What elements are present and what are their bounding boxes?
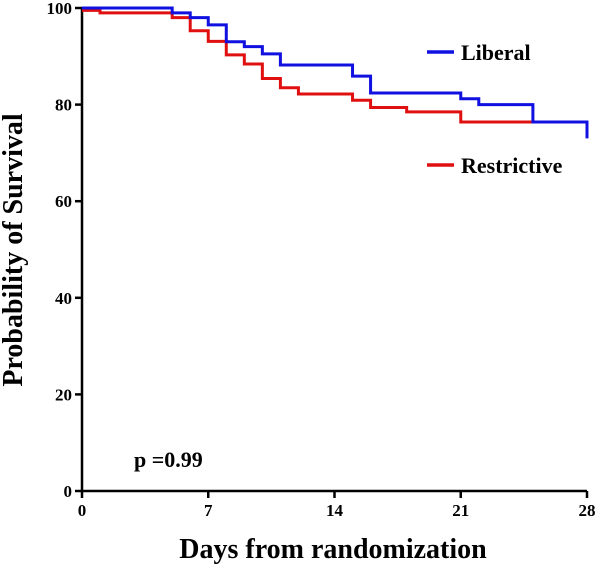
y-tick-label-40: 40 <box>55 289 72 308</box>
y-tick-label-20: 20 <box>55 385 72 404</box>
x-tick-label-0: 0 <box>78 501 87 520</box>
x-axis-title: Days from randomization <box>179 534 487 565</box>
x-tick-label-14: 14 <box>326 501 344 520</box>
x-tick-label-28: 28 <box>579 501 596 520</box>
series-layer <box>82 6 589 139</box>
x-tick-label-21: 21 <box>452 501 469 520</box>
series-line-restrictive <box>82 8 533 124</box>
legend-label-restrictive: Restrictive <box>461 153 563 178</box>
y-tick-label-80: 80 <box>55 96 72 115</box>
y-tick-label-60: 60 <box>55 192 72 211</box>
series-line-liberal <box>82 6 589 139</box>
legend-label-liberal: Liberal <box>461 40 531 65</box>
y-tick-label-0: 0 <box>64 482 73 501</box>
axes-layer: 0 7 14 21 28 0 20 40 60 80 100 <box>47 0 596 520</box>
p-value-annotation: p =0.99 <box>134 447 203 472</box>
x-tick-label-7: 7 <box>204 501 213 520</box>
legend-layer: Liberal Restrictive <box>427 40 563 178</box>
y-axis-title: Probability of Survival <box>0 113 29 387</box>
y-tick-label-100: 100 <box>47 0 73 18</box>
